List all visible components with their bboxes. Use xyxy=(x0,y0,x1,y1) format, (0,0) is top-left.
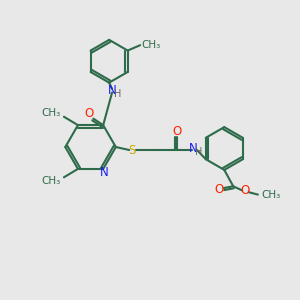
Text: N: N xyxy=(108,85,117,98)
Text: CH₃: CH₃ xyxy=(41,176,60,186)
Text: O: O xyxy=(241,184,250,197)
Text: CH₃: CH₃ xyxy=(262,190,281,200)
Text: H: H xyxy=(114,89,122,99)
Text: N: N xyxy=(100,166,109,179)
Text: O: O xyxy=(85,107,94,120)
Text: CH₃: CH₃ xyxy=(41,108,60,118)
Text: O: O xyxy=(172,125,182,138)
Text: CH₃: CH₃ xyxy=(142,40,161,50)
Text: O: O xyxy=(214,183,224,196)
Text: H: H xyxy=(195,147,202,157)
Text: N: N xyxy=(189,142,198,155)
Text: S: S xyxy=(128,143,136,157)
